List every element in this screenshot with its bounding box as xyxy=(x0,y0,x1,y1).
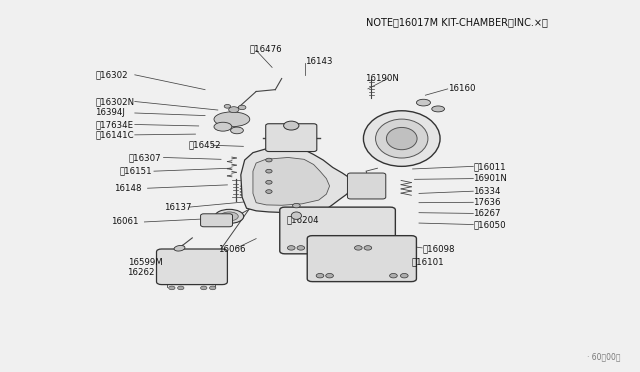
Circle shape xyxy=(200,286,207,290)
Text: ＊16141C: ＊16141C xyxy=(95,130,134,140)
Ellipse shape xyxy=(214,122,232,131)
Polygon shape xyxy=(241,147,352,213)
Circle shape xyxy=(292,203,300,208)
Ellipse shape xyxy=(215,209,244,224)
Ellipse shape xyxy=(174,246,185,251)
Text: 16334: 16334 xyxy=(473,187,500,196)
Circle shape xyxy=(355,246,362,250)
Text: ＊16302: ＊16302 xyxy=(95,70,128,79)
Text: 16143: 16143 xyxy=(305,57,332,66)
Circle shape xyxy=(284,121,299,130)
Text: ＊16476: ＊16476 xyxy=(250,44,282,53)
FancyBboxPatch shape xyxy=(307,235,417,282)
Text: ＊16204: ＊16204 xyxy=(287,216,319,225)
Text: 16394J: 16394J xyxy=(95,109,125,118)
Text: 16148: 16148 xyxy=(115,184,142,193)
Circle shape xyxy=(287,246,295,250)
Circle shape xyxy=(326,273,333,278)
FancyBboxPatch shape xyxy=(157,249,227,285)
Circle shape xyxy=(228,107,239,113)
Text: 17636: 17636 xyxy=(473,198,500,207)
Circle shape xyxy=(316,273,324,278)
Circle shape xyxy=(224,105,230,108)
FancyBboxPatch shape xyxy=(266,124,317,151)
Circle shape xyxy=(297,246,305,250)
Ellipse shape xyxy=(214,112,250,127)
Ellipse shape xyxy=(376,119,428,158)
Ellipse shape xyxy=(364,111,440,166)
Text: 16262: 16262 xyxy=(127,268,155,277)
Ellipse shape xyxy=(432,106,445,112)
Circle shape xyxy=(266,158,272,162)
Text: 16137: 16137 xyxy=(164,203,191,212)
Text: ＊16050: ＊16050 xyxy=(473,220,506,229)
FancyBboxPatch shape xyxy=(348,173,386,199)
Circle shape xyxy=(364,246,372,250)
Circle shape xyxy=(266,190,272,193)
Circle shape xyxy=(266,180,272,184)
Text: 16267: 16267 xyxy=(473,209,500,218)
Text: ＊16101: ＊16101 xyxy=(412,257,444,266)
Ellipse shape xyxy=(230,127,243,134)
Text: 16066: 16066 xyxy=(218,244,245,253)
Ellipse shape xyxy=(291,212,301,219)
Circle shape xyxy=(209,286,216,290)
Text: · 60：00：: · 60：00： xyxy=(587,353,620,362)
Text: ＊17634E: ＊17634E xyxy=(95,120,133,129)
Text: 16901N: 16901N xyxy=(473,174,507,183)
Text: ＊16307: ＊16307 xyxy=(129,153,161,162)
Ellipse shape xyxy=(417,99,431,106)
Text: ＊16098: ＊16098 xyxy=(422,244,454,253)
Text: 16160: 16160 xyxy=(448,84,476,93)
Text: ＊16011: ＊16011 xyxy=(473,162,506,171)
Text: NOTE：16017M KIT-CHAMBER（INC.×）: NOTE：16017M KIT-CHAMBER（INC.×） xyxy=(366,17,548,27)
Ellipse shape xyxy=(387,128,417,150)
Circle shape xyxy=(177,286,184,290)
Circle shape xyxy=(266,169,272,173)
Polygon shape xyxy=(253,157,330,205)
Text: ＊16452: ＊16452 xyxy=(188,141,221,150)
Circle shape xyxy=(390,273,397,278)
Circle shape xyxy=(169,286,175,290)
Text: 16190N: 16190N xyxy=(365,74,399,83)
Text: 16599M: 16599M xyxy=(129,258,163,267)
Circle shape xyxy=(238,105,246,110)
Ellipse shape xyxy=(220,212,238,221)
Circle shape xyxy=(401,273,408,278)
Text: ＊16302N: ＊16302N xyxy=(95,97,134,106)
Text: ＊16151: ＊16151 xyxy=(120,167,152,176)
FancyBboxPatch shape xyxy=(280,207,396,254)
FancyBboxPatch shape xyxy=(200,214,232,227)
Text: 16061: 16061 xyxy=(111,218,139,227)
